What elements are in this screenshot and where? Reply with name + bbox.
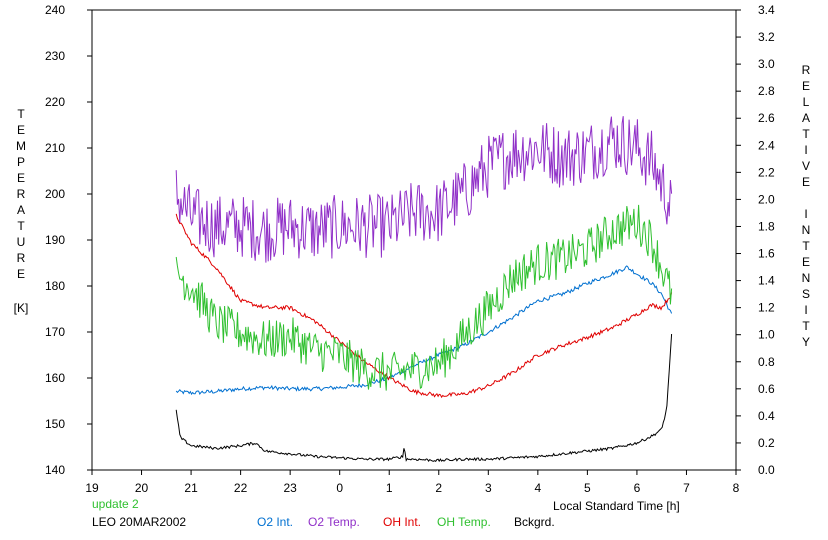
y-left-tick-label: 200 (45, 187, 65, 201)
y-right-tick-label: 1.2 (758, 301, 775, 315)
y-right-tick-label: 0.8 (758, 355, 775, 369)
y-right-tick-label: 2.6 (758, 111, 775, 125)
legend-oh-temp: OH Temp. (437, 515, 491, 529)
y-left-tick-label: 150 (45, 417, 65, 431)
x-tick-label: 4 (535, 481, 542, 495)
x-tick-label: 20 (135, 481, 149, 495)
x-tick-label: 7 (683, 481, 690, 495)
axis-layer: 19 20 21 22 23 0 1 2 3 4 5 6 7 8140150160170180190200… (45, 3, 775, 495)
y-left-tick-label: 210 (45, 141, 65, 155)
legend-o2-temp: O2 Temp. (308, 515, 360, 529)
y-right-tick-label: 2.8 (758, 84, 775, 98)
y-right-tick-label: 2.0 (758, 192, 775, 206)
y-right-tick-label: 3.0 (758, 57, 775, 71)
legend-oh-int: OH Int. (383, 515, 422, 529)
legend-o2-int: O2 Int. (257, 515, 294, 529)
y-right-tick-label: 1.6 (758, 247, 775, 261)
series-line-4 (175, 333, 673, 463)
y-left-tick-label: 140 (45, 463, 65, 477)
x-tick-label: 23 (283, 481, 297, 495)
series-line-2 (175, 213, 673, 399)
series-layer (175, 116, 673, 463)
y-left-tick-label: 160 (45, 371, 65, 385)
x-tick-label: 0 (336, 481, 343, 495)
x-tick-label: 21 (184, 481, 198, 495)
y-left-tick-label: 220 (45, 95, 65, 109)
plot-area (91, 9, 737, 471)
legend-bckgrd: Bckgrd. (514, 515, 555, 529)
y-right-tick-label: 3.2 (758, 30, 775, 44)
x-tick-label: 3 (485, 481, 492, 495)
x-axis-label: Local Standard Time [h] (553, 499, 680, 513)
x-tick-label: 6 (634, 481, 641, 495)
y-right-tick-label: 2.4 (758, 138, 775, 152)
site-date-annotation: LEO 20MAR2002 (92, 515, 187, 529)
y-left-tick-label: 190 (45, 233, 65, 247)
x-tick-label: 8 (733, 481, 740, 495)
y-right-tick-label: 1.4 (758, 274, 775, 288)
x-tick-label: 22 (234, 481, 248, 495)
y-right-tick-label: 0.2 (758, 436, 775, 450)
y-right-tick-label: 1.8 (758, 219, 775, 233)
series-line-1 (175, 116, 673, 263)
y-right-tick-label: 2.2 (758, 165, 775, 179)
y-right-tick-label: 0.4 (758, 409, 775, 423)
y-left-tick-label: 180 (45, 279, 65, 293)
update-annotation: update 2 (92, 497, 139, 511)
x-tick-label: 1 (386, 481, 393, 495)
y-left-tick-label: 240 (45, 3, 65, 17)
series-line-3 (175, 204, 673, 391)
x-tick-label: 2 (435, 481, 442, 495)
series-line-0 (175, 265, 673, 396)
y-left-tick-label: 230 (45, 49, 65, 63)
x-tick-label: 5 (584, 481, 591, 495)
x-tick-label: 19 (85, 481, 99, 495)
y-right-tick-label: 3.4 (758, 3, 775, 17)
y-right-tick-label: 1.0 (758, 328, 775, 342)
y-axis-unit-left: [K] (13, 301, 29, 315)
y-right-tick-label: 0.0 (758, 463, 775, 477)
y-right-tick-label: 0.6 (758, 382, 775, 396)
y-left-tick-label: 170 (45, 325, 65, 339)
